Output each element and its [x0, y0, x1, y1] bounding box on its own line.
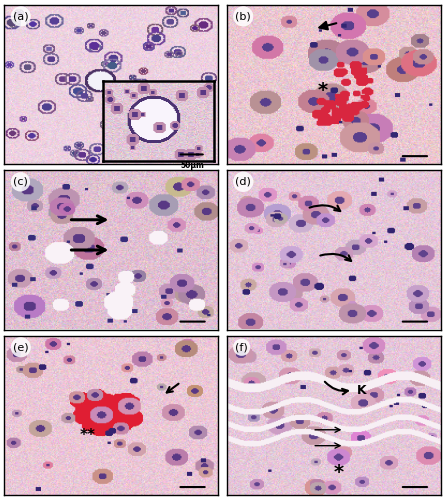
Text: 50μm: 50μm: [181, 161, 205, 170]
Text: (b): (b): [235, 12, 251, 22]
Text: K: K: [357, 384, 367, 396]
Text: (f): (f): [235, 342, 248, 352]
Text: *: *: [318, 82, 328, 100]
Text: *: *: [334, 463, 344, 482]
Text: **: **: [80, 428, 96, 443]
Text: (d): (d): [235, 177, 251, 187]
Text: (e): (e): [13, 342, 28, 352]
Text: (c): (c): [13, 177, 28, 187]
Text: (a): (a): [13, 12, 28, 22]
